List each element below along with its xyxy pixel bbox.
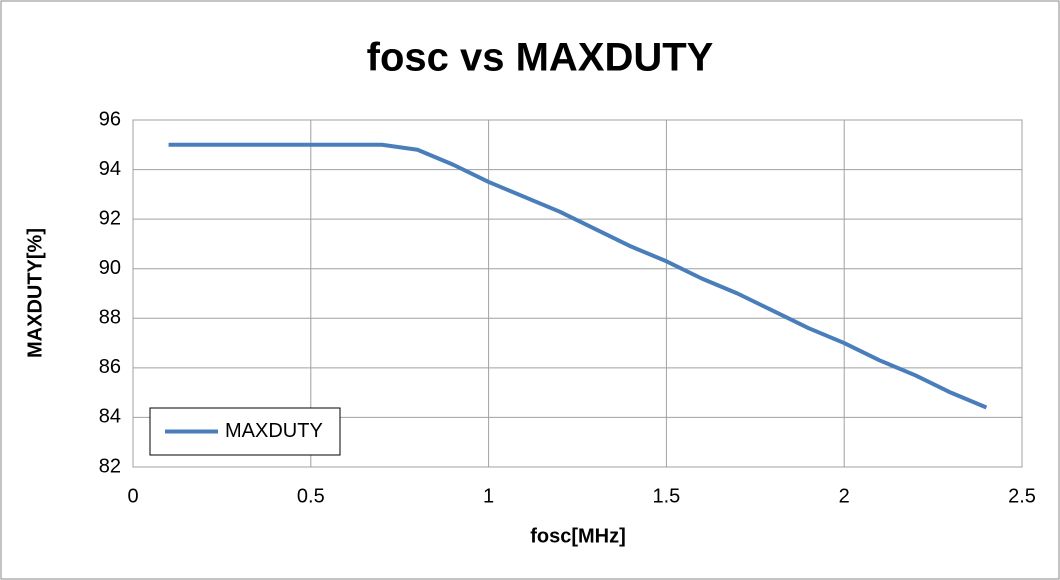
x-axis-label: fosc[MHz]	[530, 525, 626, 547]
x-tick-label: 1	[483, 485, 494, 507]
x-tick-label: 0	[127, 485, 138, 507]
x-tick-label: 1.5	[652, 485, 680, 507]
chart-title: fosc vs MAXDUTY	[367, 36, 714, 80]
y-axis-label: MAXDUTY[%]	[24, 228, 46, 358]
x-tick-label: 0.5	[297, 485, 325, 507]
y-tick-label: 88	[99, 307, 121, 329]
y-tick-label: 92	[99, 207, 121, 229]
x-tick-label: 2	[839, 485, 850, 507]
y-tick-label: 84	[99, 406, 121, 428]
y-tick-label: 86	[99, 356, 121, 378]
y-tick-label: 96	[99, 108, 121, 130]
x-tick-label: 2.5	[1008, 485, 1036, 507]
data-line	[168, 142, 988, 410]
y-tick-label: 82	[99, 455, 121, 477]
legend-label: MAXDUTY	[225, 420, 323, 442]
y-tick-label: 94	[99, 158, 121, 180]
y-tick-label: 90	[99, 257, 121, 279]
